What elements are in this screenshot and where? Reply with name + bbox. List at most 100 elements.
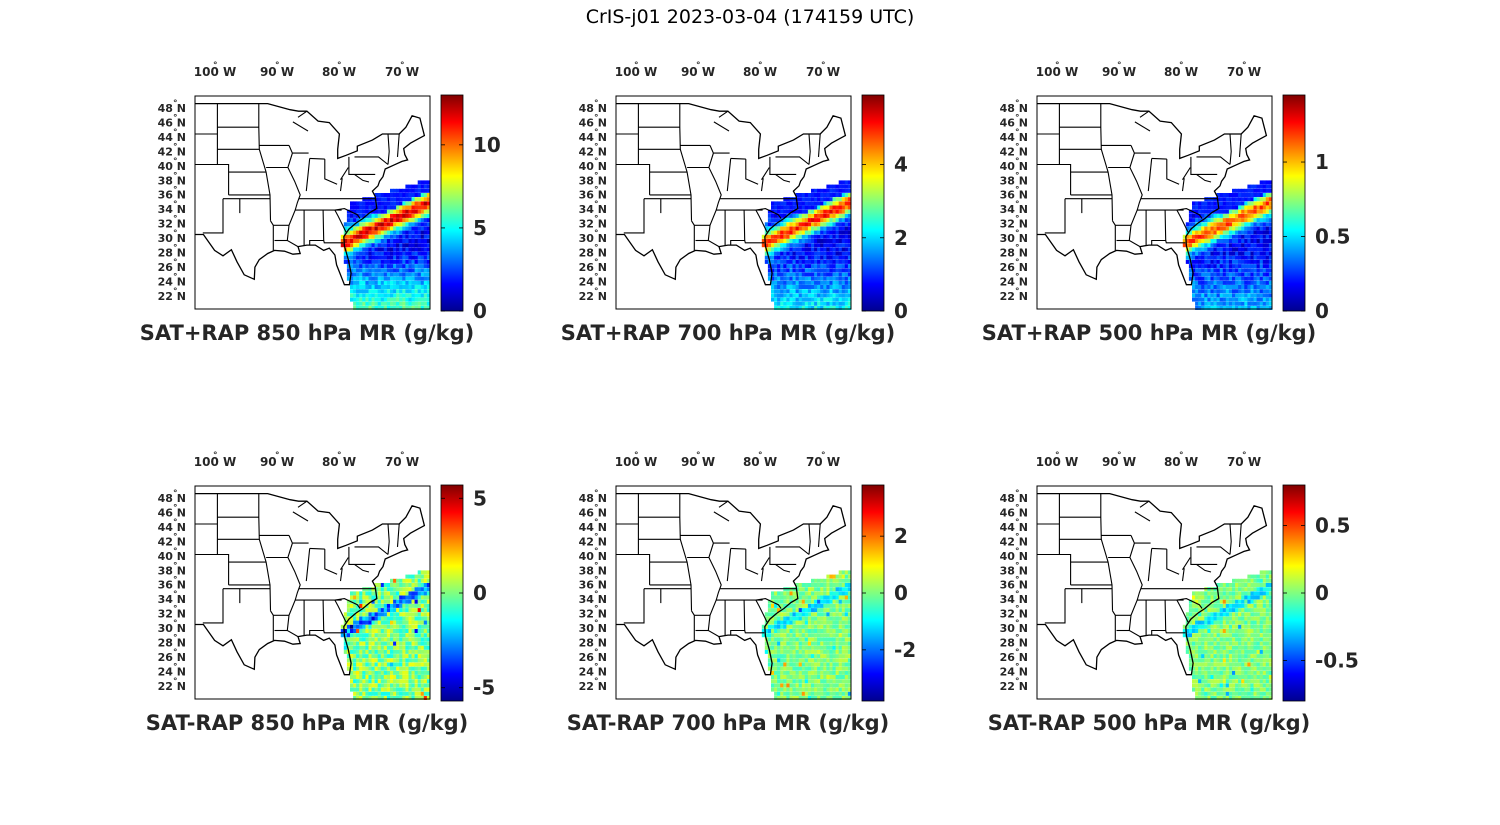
colorbar-tick-label: 0	[473, 581, 487, 605]
panel-2: 100 W° 90 W° 80 W° 70 W°48 N°46 N°44 N°42 N…	[561, 61, 908, 345]
lat-label: 34 N	[1000, 203, 1028, 216]
degree-mark: °	[1015, 171, 1020, 181]
degree-mark: °	[594, 662, 599, 672]
degree-mark: °	[1015, 287, 1020, 297]
lat-label: 22 N	[158, 680, 186, 693]
state-borders	[195, 493, 400, 641]
degree-mark: °	[594, 171, 599, 181]
lon-label: 100 W	[1036, 65, 1078, 79]
lat-label: 26 N	[158, 261, 186, 274]
degree-mark: °	[173, 547, 178, 557]
degree-mark: °	[821, 451, 826, 461]
lat-label: 40 N	[579, 160, 607, 173]
degree-mark: °	[173, 142, 178, 152]
degree-mark: °	[1015, 561, 1020, 571]
coastline	[195, 102, 426, 286]
lat-label: 22 N	[579, 290, 607, 303]
degree-mark: °	[1015, 215, 1020, 225]
map-frame	[1036, 485, 1273, 700]
lat-label: 34 N	[158, 593, 186, 606]
lon-label: 100 W	[194, 65, 236, 79]
lat-label: 42 N	[1000, 145, 1028, 158]
lon-label: 80 W	[1164, 65, 1198, 79]
lon-label: 80 W	[1164, 455, 1198, 469]
lat-label: 26 N	[1000, 261, 1028, 274]
lat-label: 34 N	[579, 203, 607, 216]
lon-label: 90 W	[1102, 65, 1136, 79]
lat-label: 34 N	[1000, 593, 1028, 606]
degree-mark: °	[173, 605, 178, 615]
lat-label: 36 N	[1000, 579, 1028, 592]
degree-mark: °	[173, 171, 178, 181]
lat-label: 48 N	[158, 492, 186, 505]
degree-mark: °	[594, 489, 599, 499]
colorbar-tick-label: 0	[1315, 581, 1329, 605]
lon-label: 80 W	[743, 65, 777, 79]
degree-mark: °	[173, 244, 178, 254]
degree-mark: °	[594, 677, 599, 687]
degree-mark: °	[594, 287, 599, 297]
map-frame	[194, 95, 431, 310]
degree-mark: °	[173, 576, 178, 586]
state-borders	[195, 103, 400, 251]
moisture-field	[761, 570, 852, 700]
colorbar	[440, 94, 464, 312]
lat-label: 40 N	[1000, 160, 1028, 173]
panel-1: 100 W° 90 W° 80 W° 70 W°48 N°46 N°44 N°42 N…	[140, 61, 501, 345]
degree-mark: °	[1055, 61, 1060, 71]
degree-mark: °	[1015, 619, 1020, 629]
lat-label: 44 N	[1000, 521, 1028, 534]
lat-label: 40 N	[158, 160, 186, 173]
degree-mark: °	[1015, 634, 1020, 644]
lat-label: 26 N	[579, 651, 607, 664]
degree-mark: °	[1015, 99, 1020, 109]
lat-label: 26 N	[158, 651, 186, 664]
lat-label: 46 N	[579, 506, 607, 519]
lon-label: 100 W	[194, 455, 236, 469]
lat-label: 26 N	[579, 261, 607, 274]
lat-label: 28 N	[158, 637, 186, 650]
degree-mark: °	[1015, 258, 1020, 268]
lat-label: 36 N	[579, 579, 607, 592]
lat-label: 42 N	[158, 535, 186, 548]
lon-label: 100 W	[1036, 455, 1078, 469]
lat-label: 32 N	[158, 218, 186, 231]
degree-mark: °	[1242, 451, 1247, 461]
degree-mark: °	[337, 451, 342, 461]
degree-mark: °	[594, 503, 599, 513]
degree-mark: °	[821, 61, 826, 71]
degree-mark: °	[594, 532, 599, 542]
lat-label: 32 N	[1000, 218, 1028, 231]
degree-mark: °	[173, 503, 178, 513]
lat-label: 34 N	[579, 593, 607, 606]
lat-label: 44 N	[1000, 131, 1028, 144]
degree-mark: °	[1015, 547, 1020, 557]
degree-mark: °	[173, 215, 178, 225]
degree-mark: °	[696, 451, 701, 461]
degree-mark: °	[1117, 61, 1122, 71]
degree-mark: °	[594, 576, 599, 586]
degree-mark: °	[1015, 662, 1020, 672]
degree-mark: °	[594, 648, 599, 658]
state-borders	[1037, 103, 1242, 251]
degree-mark: °	[173, 662, 178, 672]
lat-label: 36 N	[1000, 189, 1028, 202]
colorbar-tick-label: 0	[894, 581, 908, 605]
degree-mark: °	[337, 61, 342, 71]
degree-mark: °	[594, 547, 599, 557]
lat-label: 46 N	[1000, 116, 1028, 129]
lat-label: 46 N	[158, 116, 186, 129]
lat-label: 22 N	[158, 290, 186, 303]
degree-mark: °	[1015, 648, 1020, 658]
coastline	[1037, 102, 1268, 286]
degree-mark: °	[173, 634, 178, 644]
lat-label: 32 N	[579, 218, 607, 231]
lat-label: 22 N	[1000, 290, 1028, 303]
degree-mark: °	[594, 619, 599, 629]
degree-mark: °	[1015, 605, 1020, 615]
degree-mark: °	[1179, 61, 1184, 71]
lat-label: 24 N	[158, 275, 186, 288]
lat-label: 38 N	[1000, 174, 1028, 187]
state-borders	[1037, 493, 1242, 641]
degree-mark: °	[400, 61, 405, 71]
